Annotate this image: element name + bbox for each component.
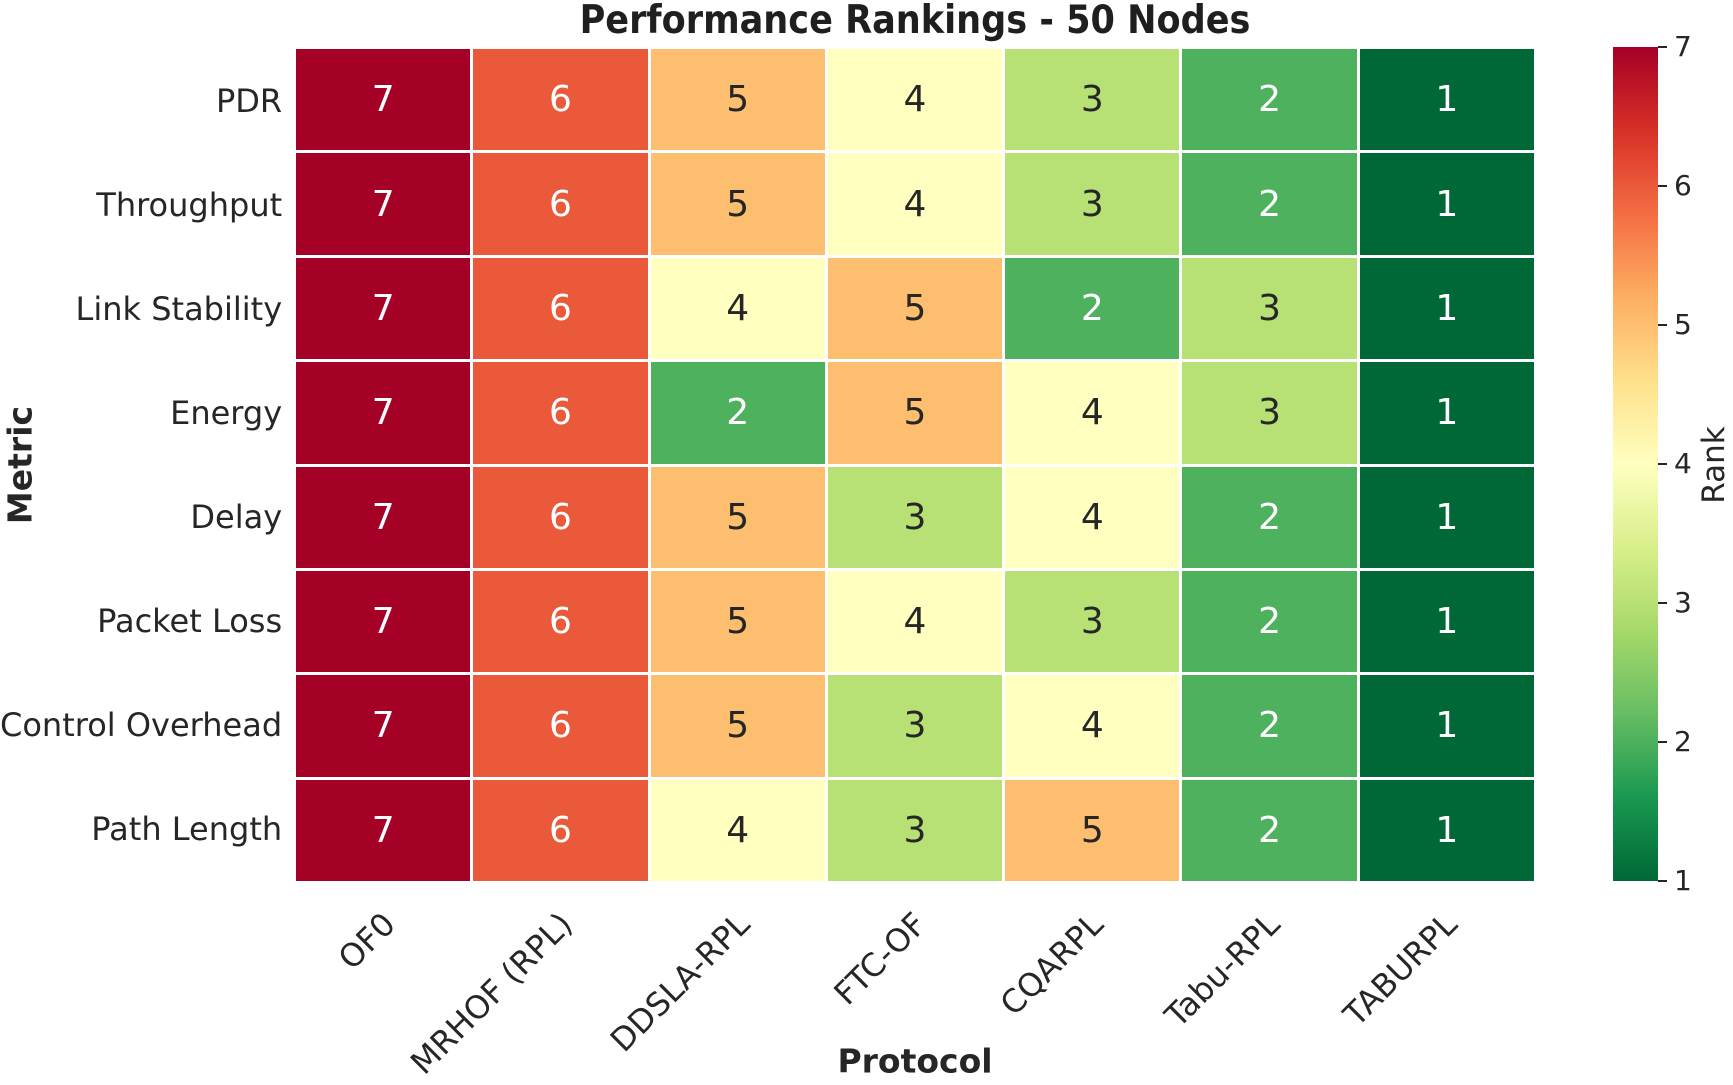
heatmap-cell: 3: [827, 466, 1003, 568]
colorbar-tick-label: 4: [1674, 447, 1692, 480]
x-axis-title: Protocol: [837, 1041, 993, 1081]
x-tick-label: TABURPL: [1335, 905, 1465, 1034]
heatmap-cell: 6: [473, 779, 648, 881]
heatmap-cell: 2: [650, 362, 825, 464]
x-tick-label: CQARPL: [992, 905, 1111, 1023]
heatmap-cell: 7: [296, 153, 471, 255]
colorbar-tick-label: 2: [1674, 725, 1692, 758]
colorbar-tickmark: [1658, 324, 1667, 326]
heatmap-cell: 3: [1005, 49, 1180, 151]
heatmap-cell: 2: [1182, 675, 1357, 777]
chart-title: Performance Rankings - 50 Nodes: [579, 0, 1251, 43]
colorbar-tick-label: 5: [1674, 308, 1692, 341]
y-tick-label: Packet Loss: [97, 602, 283, 640]
heatmap-cell: 5: [650, 570, 825, 673]
heatmap-cell: 5: [650, 153, 825, 255]
heatmap-cell: 1: [1359, 153, 1534, 255]
heatmap-cell: 7: [296, 675, 471, 777]
colorbar-tick-label: 7: [1674, 30, 1692, 63]
colorbar-title: Rank: [1696, 426, 1732, 504]
heatmap-cell: 2: [1182, 779, 1357, 881]
colorbar-tickmark: [1658, 880, 1667, 882]
heatmap-cell: 7: [296, 49, 471, 151]
heatmap-cell: 5: [650, 49, 825, 151]
heatmap-cell: 1: [1359, 779, 1534, 881]
y-tick-label: Delay: [190, 498, 283, 536]
y-axis-tick-labels: PDR Throughput Link Stability Energy Delay Pa…: [0, 49, 282, 881]
x-tick-label: FTC-OF: [826, 905, 934, 1013]
heatmap-cell: 4: [827, 570, 1003, 673]
colorbar: [1613, 47, 1658, 881]
heatmap-cell: 2: [1182, 49, 1357, 151]
heatmap-cell: 7: [296, 466, 471, 568]
heatmap-cell: 4: [650, 257, 825, 360]
heatmap-cell: 4: [650, 779, 825, 881]
heatmap-cell: 6: [473, 570, 648, 673]
y-tick-label: Throughput: [96, 186, 283, 224]
heatmap-cell: 6: [473, 675, 648, 777]
heatmap-cell: 5: [827, 362, 1003, 464]
y-tick-label: PDR: [215, 82, 283, 120]
y-tick-label: Path Length: [91, 810, 283, 848]
heatmap-cell: 6: [473, 49, 648, 151]
heatmap-cell: 7: [296, 362, 471, 464]
heatmap-cell: 4: [827, 153, 1003, 255]
heatmap-cell: 3: [1182, 362, 1357, 464]
x-tick-label: OF0: [331, 905, 404, 978]
colorbar-tickmark: [1658, 741, 1667, 743]
heatmap-cell: 1: [1359, 257, 1534, 360]
heatmap-cell: 2: [1182, 466, 1357, 568]
heatmap-cell: 3: [1005, 153, 1180, 255]
heatmap-cell: 2: [1182, 153, 1357, 255]
colorbar-tickmark: [1658, 602, 1667, 604]
heatmap-cell: 1: [1359, 570, 1534, 673]
heatmap-cell: 6: [473, 257, 648, 360]
heatmap-cell: 3: [1005, 570, 1180, 673]
heatmap-cell: 4: [1005, 362, 1180, 464]
heatmap-cell: 3: [827, 779, 1003, 881]
y-tick-label: Link Stability: [75, 290, 283, 328]
heatmap-cell: 7: [296, 570, 471, 673]
heatmap-cell: 6: [473, 466, 648, 568]
heatmap-cell: 7: [296, 779, 471, 881]
heatmap-cell: 4: [1005, 466, 1180, 568]
colorbar-tick-label: 3: [1674, 586, 1692, 619]
colorbar-tick-label: 6: [1674, 169, 1692, 202]
heatmap-cell: 2: [1005, 257, 1180, 360]
colorbar-tick-label: 1: [1674, 864, 1692, 897]
heatmap-cell: 1: [1359, 675, 1534, 777]
colorbar-tickmark: [1658, 46, 1667, 48]
y-tick-label: Energy: [170, 394, 283, 432]
heatmap-cell: 5: [650, 675, 825, 777]
x-tick-label: Tabu-RPL: [1157, 905, 1288, 1035]
heatmap-cell: 1: [1359, 49, 1534, 151]
heatmap-cell: 6: [473, 362, 648, 464]
heatmap-cell: 5: [650, 466, 825, 568]
heatmap-cell: 3: [827, 675, 1003, 777]
heatmap-cell: 3: [1182, 257, 1357, 360]
y-tick-label: Control Overhead: [0, 706, 283, 744]
colorbar-tickmark: [1658, 185, 1667, 187]
x-tick-label: DDSLA-RPL: [602, 905, 758, 1060]
heatmap-cell: 4: [1005, 675, 1180, 777]
heatmap-cell: 1: [1359, 362, 1534, 464]
heatmap-cell: 2: [1182, 570, 1357, 673]
heatmap-cell: 5: [827, 257, 1003, 360]
heatmap-cell: 6: [473, 153, 648, 255]
colorbar-tickmark: [1658, 463, 1667, 465]
heatmap-cell: 5: [1005, 779, 1180, 881]
colorbar-tick-labels: 7 6 5 4 3 2 1: [1613, 32, 1733, 896]
heatmap-cell: 4: [827, 49, 1003, 151]
heatmap-cell: 1: [1359, 466, 1534, 568]
heatmap-cell: 7: [296, 257, 471, 360]
x-tick-label: MRHOF (RPL): [403, 905, 581, 1082]
